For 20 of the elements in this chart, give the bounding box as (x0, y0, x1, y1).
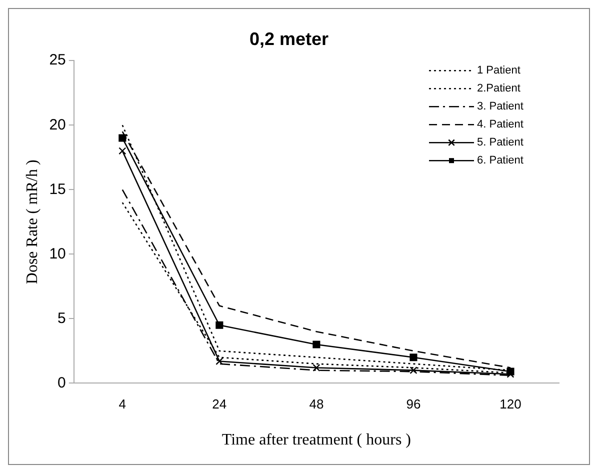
x-axis-title: Time after treatment ( hours ) (222, 432, 412, 449)
legend-label: 3. Patient (477, 100, 524, 113)
legend-label: 5. Patient (477, 136, 524, 149)
legend-label: 4. Patient (477, 118, 524, 131)
legend-label: 1 Patient (477, 64, 520, 77)
x-tick-label: 4 (118, 396, 126, 412)
legend-label: 2.Patient (477, 82, 520, 95)
y-tick-label: 25 (49, 52, 66, 69)
y-tick-label: 20 (49, 116, 66, 134)
x-tick-label: 48 (309, 396, 324, 412)
y-tick-label: 10 (49, 245, 66, 262)
legend-label: 6. Patient (477, 154, 524, 167)
chart-title: 0,2 meter (249, 28, 329, 49)
x-tick-label: 120 (500, 396, 522, 412)
x-tick-label: 24 (212, 396, 227, 412)
x-tick-label: 96 (406, 396, 421, 412)
y-tick-label: 15 (49, 180, 66, 198)
y-tick-label: 0 (58, 374, 66, 392)
y-axis-title: Dose Rate ( mR/h ) (24, 160, 41, 284)
y-tick-label: 5 (58, 310, 66, 327)
